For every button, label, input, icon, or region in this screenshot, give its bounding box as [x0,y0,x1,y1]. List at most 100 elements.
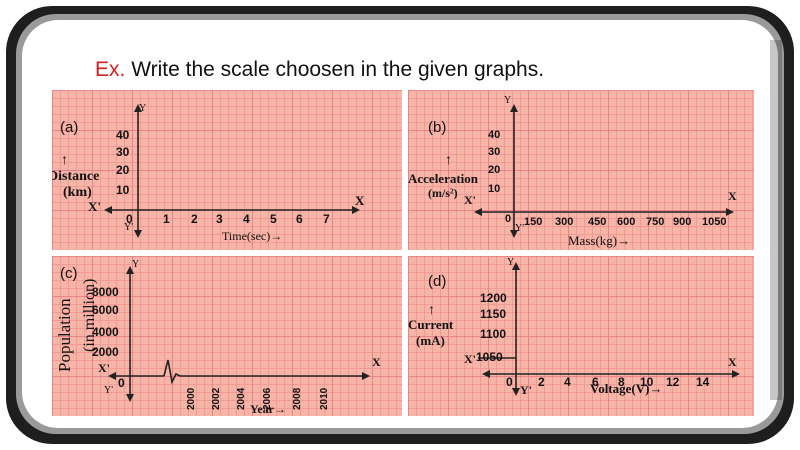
graph-b-y-arrow-up [510,104,518,112]
graph-b-y-tick: 40 [488,129,501,141]
exercise-text: Write the scale choosen in the given gra… [131,58,545,81]
graph-b-y-axis-unit: (m/s²) [428,186,458,200]
graph-a-x-tick: 7 [323,212,330,226]
graph-a-y-axis-unit: (km) [63,185,92,200]
graph-a-x-tick: 5 [270,212,277,226]
graph-a-x-neg-name: X' [88,199,101,214]
graph-d-y-tick: 1100 [480,327,507,341]
graph-d-x-tick: 14 [696,375,710,389]
graph-a-y-tick: 10 [116,183,130,197]
graph-b-y-axis-name: Y [504,95,512,106]
graph-c-panel: (c) Y Population (in million) X' X Y' 80… [52,256,402,416]
graph-c-y-tick: 2000 [92,345,119,359]
graph-d-y-axis-name: Y [507,257,515,268]
graph-a-label: (a) [60,119,79,136]
graph-d-x-tick: 8 [618,375,625,389]
graph-c-axis-break [163,359,181,385]
graph-b-x-axis-name: X [728,189,737,203]
graph-c-y-axis-name: Y [132,259,140,270]
graph-a-y-tick: 30 [116,145,130,159]
graph-a-x-tick: 0 [126,212,133,226]
graph-d-x-arrow-right [732,370,740,378]
graph-a-x-tick: 2 [191,212,198,226]
graph-a-x-tick: 4 [243,212,250,226]
graph-b-y-axis-label: Acceleration [408,171,479,186]
graph-b-x-arrow-left [474,208,482,216]
graph-d-x-tick: 2 [538,375,545,389]
graph-b-x-tick: 750 [646,216,665,228]
graph-d-x-axis-label: Voltage(V)→ [590,381,663,396]
graph-a-y-tick: 20 [116,163,130,177]
graph-d-x-tick: 0 [506,375,513,389]
graph-a-x-tick: 1 [163,212,170,226]
graph-c-y-tick: 6000 [92,303,119,317]
graph-c-x-tick: 2002 [211,387,222,410]
graph-d-x-tick: 4 [564,375,571,389]
graph-b-arrow: ↑ [445,153,452,168]
graph-d-x-tick: 6 [592,375,599,389]
graph-b-x-tick: 0 [505,213,512,225]
graph-d-x-tick: 12 [666,375,680,389]
graph-a-y-arrow-up [134,104,142,112]
graph-d-panel: (d) Y ↑ Current (mA) X' X Y' 1200 1150 1… [408,256,754,416]
graph-a-x-tick: 3 [216,212,223,226]
graph-b-y-arrow-down [510,230,518,238]
graph-c-y-tick: 8000 [92,285,119,299]
graph-b-y-tick: 20 [488,164,501,176]
graph-b-x-tick: 150 [524,216,543,228]
graph-d-axes [478,262,740,396]
graph-b-panel: (b) Y ↑ Acceleration (m/s²) X' X Y' 40 3… [408,90,754,250]
graph-c-x-tick: 2008 [292,387,303,410]
graph-c-label: (c) [60,265,78,282]
graph-c-y-arrow-up [126,266,134,274]
graph-a-arrow: ↑ [61,153,68,168]
graph-c-x-neg-name: X' [98,361,110,375]
graph-a-y-arrow-down [134,230,142,238]
graph-b-x-tick: 600 [617,216,636,228]
graph-d-y-tick: 1050 [476,350,503,364]
graph-c-x-tick: 2010 [319,387,330,410]
graph-a-panel: (a) Y ↑ Distance (km) X' X Y' 40 30 20 1… [52,90,402,250]
graph-b-y-tick: 30 [488,146,501,158]
graph-b-x-tick: 1050 [702,216,727,228]
graph-c-x-axis-name: X [372,355,381,369]
graph-d-y-tick: 1150 [480,307,507,321]
graph-d-y-arrow-up [512,262,520,270]
graph-a-x-arrow-right [352,206,360,214]
graph-b-label: (b) [428,119,447,136]
graph-d-y-axis-unit: (mA) [416,333,445,348]
graph-d-x-axis-name: X [728,355,737,369]
graph-d-y-axis-label: Current [408,317,454,332]
graph-d-y-neg-name: Y' [520,383,532,397]
graph-c-x-axis-label: Year→ [250,402,286,416]
graph-b-x-tick: 450 [588,216,607,228]
graph-b-x-tick: 900 [673,216,692,228]
graph-a-y-axis-label: Distance [52,169,100,184]
graph-c-x-tick: 2000 [186,387,197,410]
graph-a-y-axis-name: Y [139,103,147,114]
graph-b-x-neg-name: X' [464,193,476,207]
graph-c-x-arrow-left [108,372,116,380]
graph-c-y-tick: 4000 [92,325,119,339]
graph-d-arrow: ↑ [428,303,435,318]
graph-a-x-tick: 6 [296,212,303,226]
exercise-prefix: Ex. [95,58,126,81]
exercise-title: Ex. Write the scale choosen in the given… [95,58,544,82]
graph-b-x-arrow-right [726,208,734,216]
graph-b-x-tick: 300 [555,216,574,228]
graph-c-x-tick: 2004 [236,387,247,410]
graph-d-label: (d) [428,273,447,290]
graph-b-x-axis-label: Mass(kg)→ [568,233,631,248]
graph-b-axes [474,104,734,238]
graph-d-x-neg-name: X' [464,352,476,366]
graph-a-y-tick: 40 [116,128,130,142]
graph-a-x-arrow-left [104,206,112,214]
graph-d-x-arrow-left [482,370,490,378]
graph-b-y-neg-name: Y' [515,223,525,234]
graph-d-y-arrow-down [512,388,520,396]
graph-a-x-axis-name: X [355,193,365,208]
graph-b-y-tick: 10 [488,183,501,195]
graph-d-y-tick: 1200 [480,291,507,305]
graph-c-x-tick: 0 [118,376,125,390]
graph-a-x-axis-label: Time(sec)→ [222,229,283,243]
